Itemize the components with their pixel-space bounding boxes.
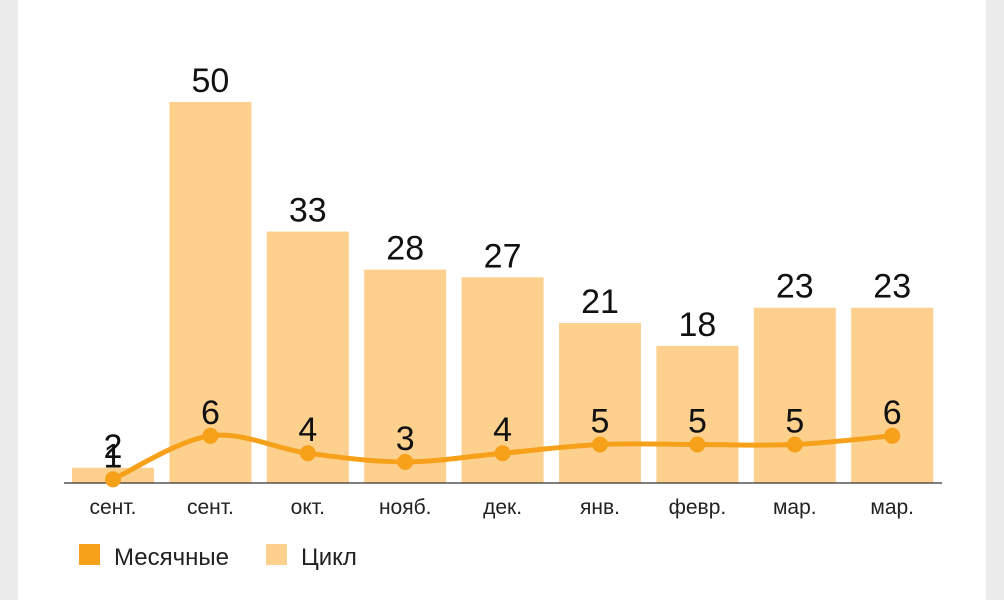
line-point-8 — [884, 427, 901, 444]
line-point-1 — [202, 427, 219, 444]
line-point-4 — [494, 445, 511, 462]
bar-value-label-5: 21 — [581, 283, 619, 321]
line-labels-layer: 1 6 4 3 4 5 5 5 6 — [104, 394, 902, 476]
bar-3 — [364, 269, 447, 483]
line-value-label-0: 1 — [104, 437, 123, 475]
line-point-0 — [105, 471, 121, 488]
line-value-label-8: 6 — [883, 394, 902, 432]
x-tick-label-2: окт. — [291, 496, 325, 519]
legend-swatch-cikl — [266, 544, 287, 565]
line-point-6 — [689, 436, 706, 453]
x-tick-label-4: дек. — [483, 496, 522, 519]
bar-1 — [169, 102, 252, 483]
line-value-label-3: 3 — [396, 420, 415, 458]
x-tick-label-1: сент. — [187, 496, 234, 519]
x-tick-label-7: мар. — [773, 496, 817, 519]
bar-labels-layer: 2 50 33 28 27 21 18 23 23 — [104, 62, 912, 466]
bars-layer — [72, 102, 934, 483]
line-point-5 — [592, 436, 608, 453]
bar-6 — [656, 345, 739, 483]
legend-item-mesyachnye: Месячные — [79, 544, 229, 571]
line-value-label-2: 4 — [298, 411, 317, 449]
line-value-label-6: 5 — [688, 403, 707, 441]
line-value-label-4: 4 — [493, 411, 512, 449]
legend-item-cikl: Цикл — [266, 544, 357, 571]
points-layer — [105, 427, 901, 488]
bar-value-label-2: 33 — [289, 192, 327, 230]
line-point-3 — [397, 453, 414, 470]
x-tick-label-6: февр. — [669, 496, 727, 519]
legend-label-cikl: Цикл — [301, 544, 357, 571]
bar-value-label-3: 28 — [386, 230, 424, 268]
bar-value-label-0: 2 — [104, 428, 123, 466]
legend-swatch-mesyachnye — [79, 544, 100, 565]
bar-5 — [559, 322, 641, 483]
bar-value-label-8: 23 — [873, 268, 911, 306]
bar-value-label-7: 23 — [776, 268, 814, 306]
x-tick-label-8: мар. — [870, 496, 914, 519]
bar-2 — [266, 231, 349, 483]
line-value-label-5: 5 — [591, 403, 610, 441]
bar-value-label-1: 50 — [191, 62, 229, 100]
x-tick-label-0: сент. — [90, 496, 137, 519]
x-tick-labels: сент. сент. окт. нояб. дек. янв. февр. мар. мар. — [90, 496, 914, 519]
bar-value-label-4: 27 — [484, 237, 522, 275]
line-point-7 — [786, 436, 803, 453]
bar-8 — [851, 307, 934, 483]
line-value-label-1: 6 — [201, 394, 220, 432]
legend: Месячные Цикл — [79, 544, 357, 571]
line-point-2 — [299, 445, 316, 462]
legend-label-mesyachnye: Месячные — [114, 544, 229, 571]
line-value-label-7: 5 — [785, 403, 804, 441]
x-tick-label-5: янв. — [580, 496, 620, 519]
x-tick-label-3: нояб. — [379, 496, 432, 519]
bar-7 — [753, 307, 836, 483]
bar-value-label-6: 18 — [678, 306, 716, 344]
